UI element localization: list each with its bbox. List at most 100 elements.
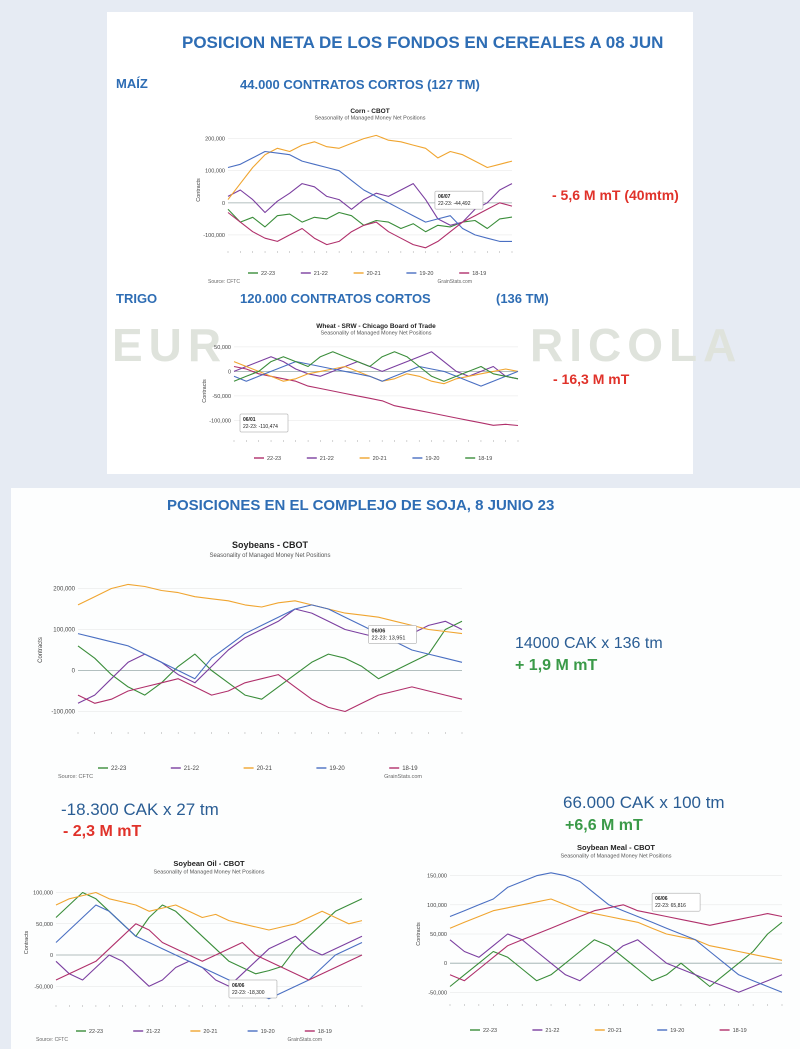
callout-box [651,892,701,912]
series-line-22-23 [77,620,463,700]
series-line-18-19 [77,674,463,713]
soymeal-chart: Soybean Meal - CBOT Seasonality of Manage… [416,843,783,1034]
chart-source: Source: CFTC [58,774,93,780]
callout-box [239,413,289,433]
series-line-22-23 [227,208,513,233]
soy-panel [11,488,800,1049]
callout-text: 22-23: -110,474 [243,424,278,430]
y-tick-label: 0 [444,961,447,967]
chart-title: Soybean Oil - CBOT [173,859,245,868]
series-line-20-21 [449,898,783,961]
cereals-panel [107,12,693,474]
legend-label: 21-22 [545,1028,559,1034]
chart-site: GrainStats.com [438,279,472,285]
series-line-22-23 [449,921,783,988]
y-tick-label: 200,000 [205,137,225,143]
y-axis-label: Contracts [202,379,208,403]
y-tick-label: 100,000 [205,169,225,175]
chart-title: Wheat - SRW - Chicago Board of Trade [316,323,436,330]
chart-source: Source: CFTC [36,1037,68,1043]
series-line-20-21 [233,361,519,385]
legend-label: 20-21 [373,456,387,462]
y-axis-label: Contracts [196,178,202,202]
y-tick-label: -50,000 [212,394,231,400]
legend-label: 18-19 [478,456,492,462]
legend-label: 20-21 [257,766,273,772]
maiz-label: MAÍZ [116,76,148,91]
meal-text-1: 66.000 CAK x 100 tm [563,793,725,812]
soyoil-chart: Soybean Oil - CBOT Seasonality of Managed… [24,859,363,1043]
legend-label: 19-20 [670,1028,684,1034]
trigo-label: TRIGO [116,291,158,306]
legend-label: 20-21 [367,271,381,277]
y-tick-label: 0 [222,201,225,207]
y-tick-label: 200,000 [53,587,75,593]
maiz-value: - 5,6 M mT (40mtm) [552,187,679,203]
soy-text-1: 14000 CAK x 136 tm [515,635,663,652]
legend-label: 22-23 [261,271,275,277]
y-axis-label: Contracts [416,922,422,946]
y-tick-label: 100,000 [427,903,447,909]
watermark-left: EUR [112,319,228,371]
y-axis-label: Contracts [38,637,44,663]
meal-text-2: +6,6 M mT [565,817,643,834]
legend-label: 19-20 [261,1029,275,1035]
series-line-18-19 [55,923,363,981]
callout-text: 22-23: -44,492 [438,201,471,207]
legend-label: 19-20 [329,766,345,772]
callout-box [368,625,417,644]
series-line-18-19 [227,202,513,249]
y-tick-label: -50,000 [428,990,447,996]
legend-label: 21-22 [314,271,328,277]
legend-label: 18-19 [318,1029,332,1035]
legend-label: 21-22 [184,766,200,772]
legend-label: 18-19 [472,271,486,277]
series-line-21-22 [227,183,513,226]
chart-site: GrainStats.com [288,1037,322,1043]
callout-box [434,190,484,210]
oil-text-1: -18.300 CAK x 27 tm [61,800,219,819]
y-axis-label: Contracts [24,930,30,954]
chart-title: Corn - CBOT [350,108,389,115]
series-line-18-19 [449,904,783,982]
legend-label: 22-23 [89,1029,103,1035]
callout-text: 06/07 [438,194,451,200]
soybeans-chart: Soybeans - CBOT Seasonality of Managed Mo… [38,540,463,780]
legend-label: 18-19 [402,766,418,772]
series-line-21-22 [55,935,363,987]
callout-text: 22-23: 65,816 [655,903,686,909]
soy-text-2: + 1,9 M mT [515,657,598,674]
series-line-22-23 [233,365,519,427]
y-tick-label: -100,000 [203,233,225,239]
trigo-tm: (136 TM) [496,291,549,306]
chart-subtitle: Seasonality of Managed Money Net Positio… [154,870,265,876]
legend-label: 18-19 [733,1028,747,1034]
y-tick-label: -100,000 [51,710,75,716]
y-tick-label: 50,000 [36,922,53,928]
chart-subtitle: Seasonality of Managed Money Net Positio… [315,116,426,122]
legend-label: 19-20 [419,271,433,277]
y-tick-label: -50,000 [34,984,53,990]
legend-label: 20-21 [203,1029,217,1035]
callout-text: 06/06 [232,983,245,989]
series-line-21-22 [449,933,783,993]
chart-site: GrainStats.com [384,774,422,780]
soy-title: POSICIONES EN EL COMPLEJO DE SOJA, 8 JUN… [167,497,555,514]
series-line-19-20 [233,361,519,387]
series-line-18-19 [233,351,519,382]
callout-text: 22-23: -18,300 [232,990,265,996]
chart-title: Soybeans - CBOT [232,540,309,550]
series-line-19-20 [227,150,512,242]
series-line-20-21 [227,134,513,200]
y-tick-label: 0 [72,669,76,675]
callout-text: 06/06 [372,628,386,634]
legend-label: 21-22 [146,1029,160,1035]
series-line-20-21 [55,891,363,931]
legend-label: 21-22 [320,456,334,462]
y-tick-label: 100,000 [33,891,53,897]
series-line-19-20 [55,904,363,1000]
y-tick-label: -100,000 [209,418,231,424]
legend-label: 22-23 [483,1028,497,1034]
chart-subtitle: Seasonality of Managed Money Net Positio… [209,553,330,559]
